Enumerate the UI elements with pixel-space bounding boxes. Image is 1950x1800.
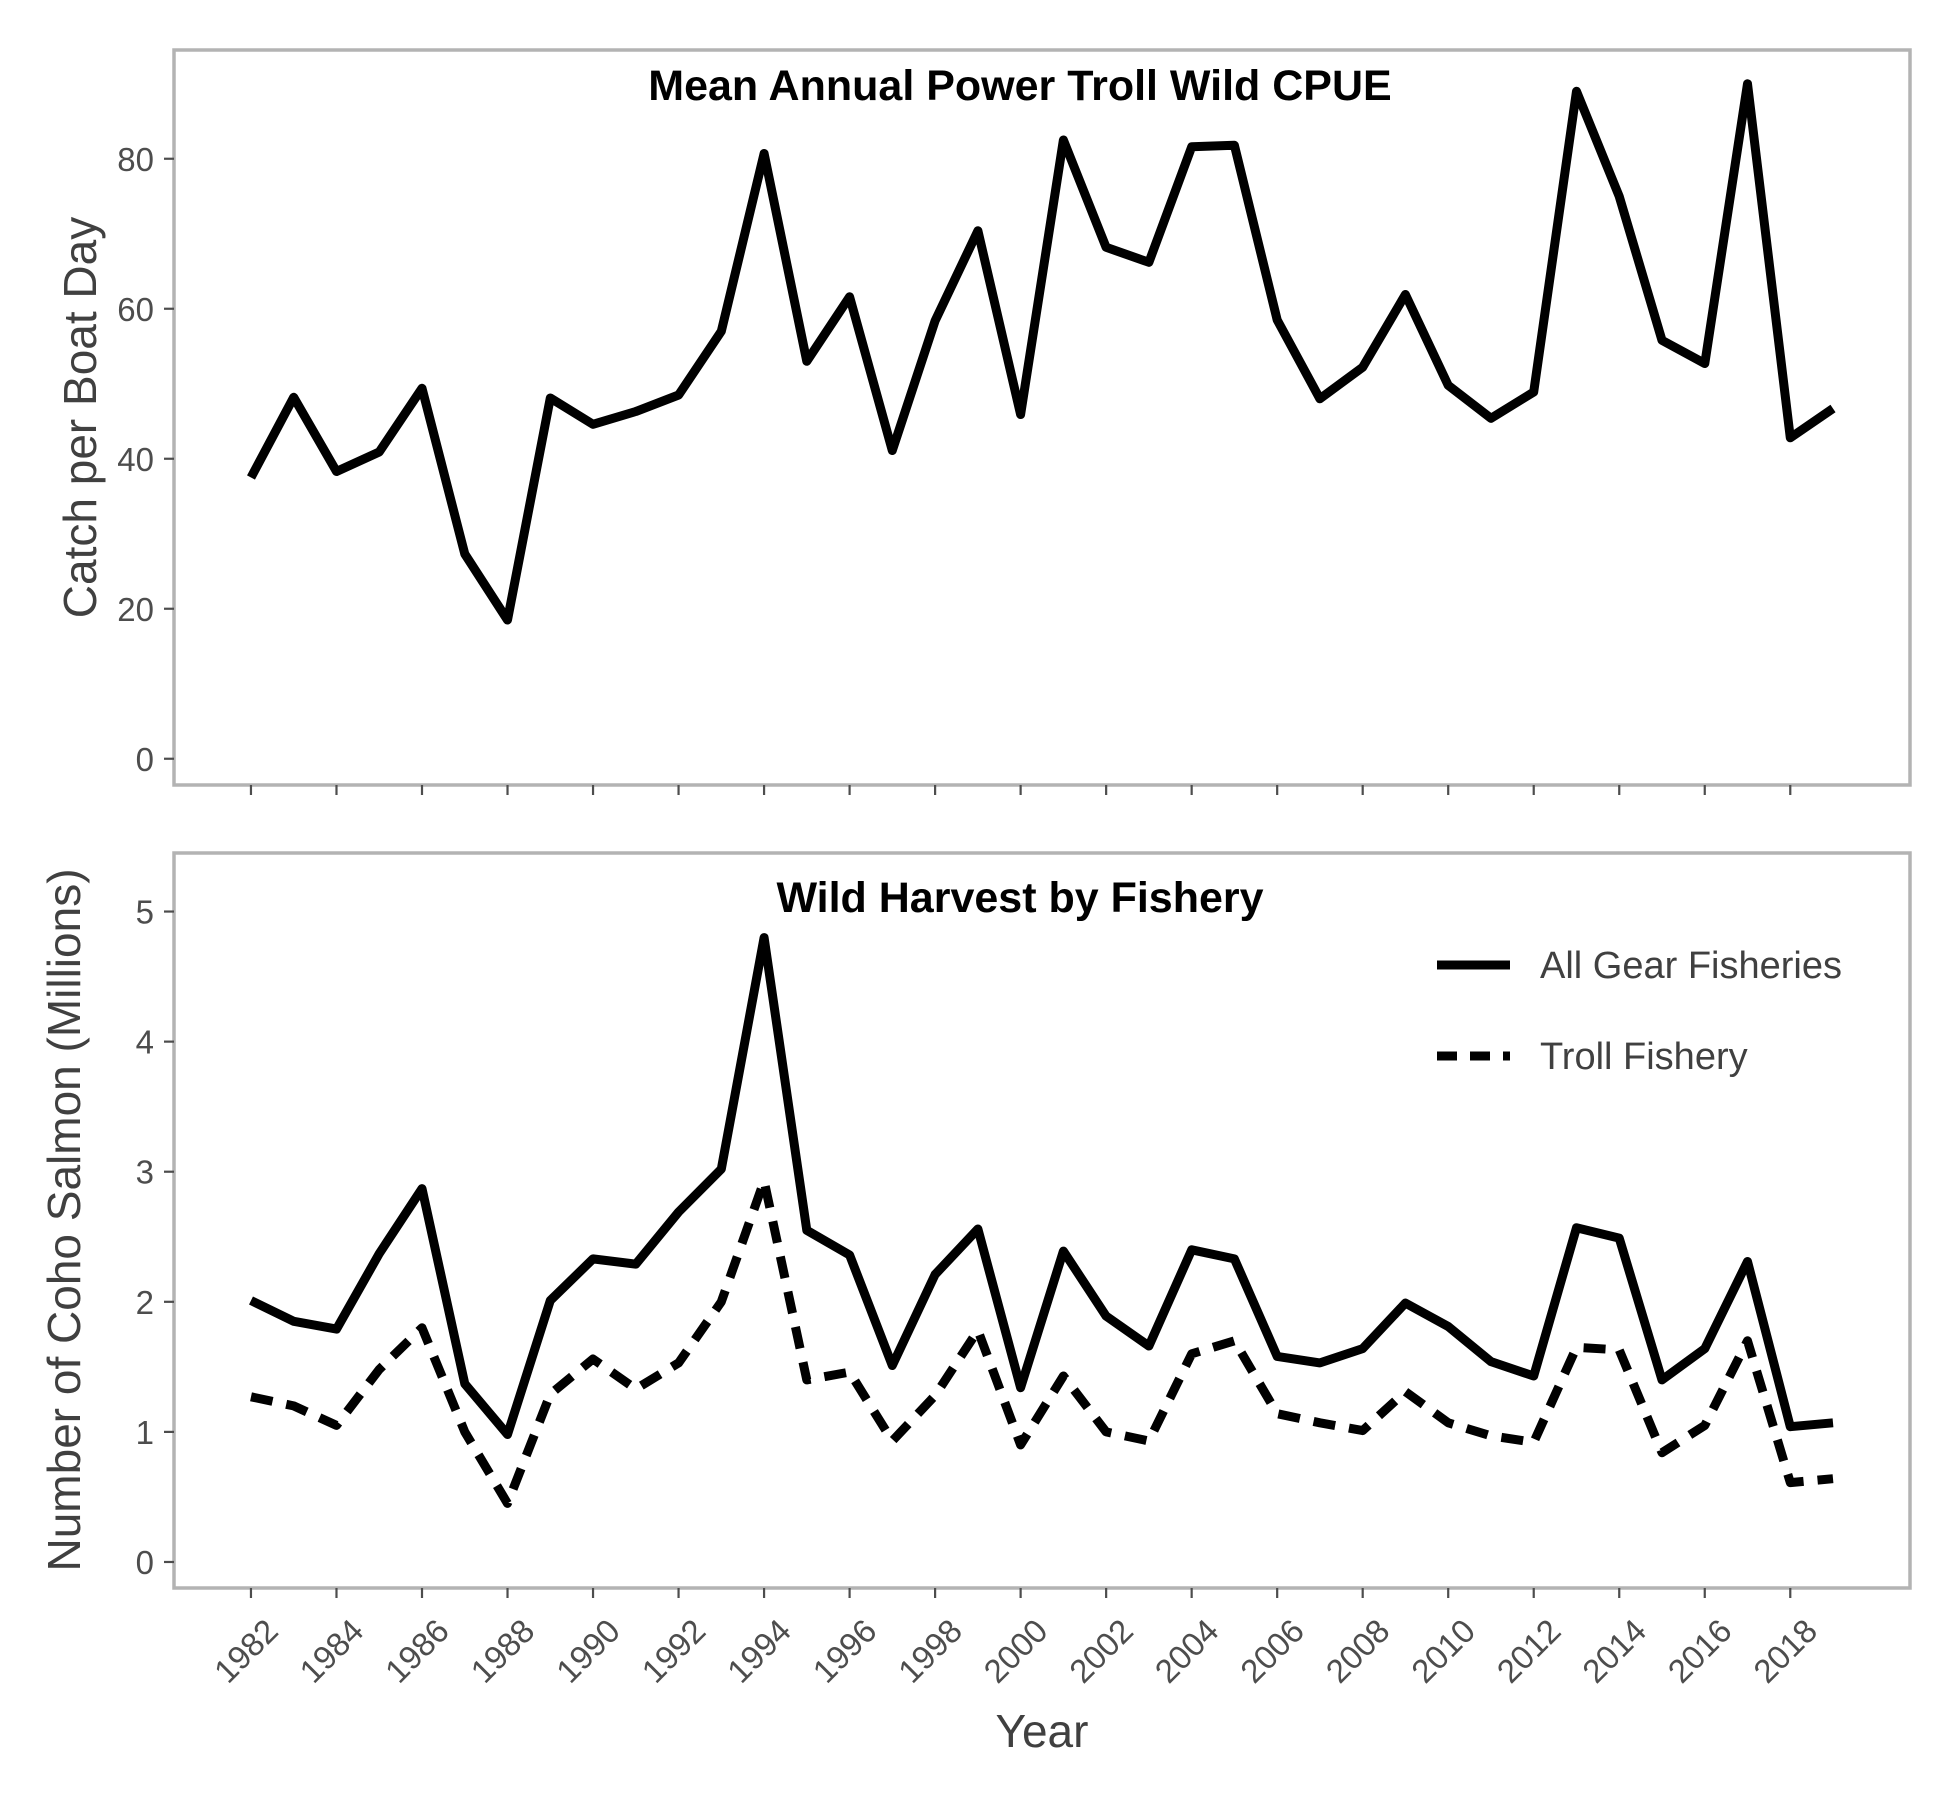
harvest-y-tick-label: 2: [136, 1284, 154, 1321]
harvest-y-tick-label: 5: [136, 894, 154, 931]
cpue-y-tick-label: 40: [117, 441, 154, 478]
legend: All Gear Fisheries Troll Fishery: [1437, 945, 1842, 1078]
x-tick-label: 2002: [1062, 1612, 1140, 1690]
harvest-x-axis: 1982 1984 1986 1988 1990 1992 1994 1996 1998 2000…: [207, 1588, 1824, 1690]
x-tick-label: 2008: [1319, 1612, 1397, 1690]
cpue-panel: Mean Annual Power Troll Wild CPUE 0 20 40 6…: [54, 48, 1912, 795]
x-tick-label: 2000: [976, 1612, 1054, 1690]
x-tick-label: 1984: [292, 1612, 370, 1690]
cpue-panel-title: Mean Annual Power Troll Wild CPUE: [648, 62, 1391, 110]
cpue-x-ticks: [249, 785, 1792, 795]
x-tick-label: 1986: [378, 1612, 456, 1690]
harvest-y-axis-title: Number of Coho Salmon (Millions): [38, 868, 90, 1571]
x-tick-label: 2014: [1575, 1612, 1653, 1690]
cpue-y-tick-label: 80: [117, 141, 154, 178]
harvest-panel-frame: [172, 851, 1912, 1590]
legend-label-troll: Troll Fishery: [1540, 1036, 1748, 1078]
x-axis-title: Year: [996, 1705, 1089, 1757]
cpue-y-axis-title: Catch per Boat Day: [54, 217, 106, 618]
harvest-y-tick-label: 0: [136, 1544, 154, 1581]
x-tick-label: 1998: [891, 1612, 969, 1690]
cpue-y-tick-label: 0: [136, 741, 154, 778]
cpue-series-line: [247, 79, 1836, 625]
x-tick-label: 2006: [1233, 1612, 1311, 1690]
x-tick-label: 1996: [805, 1612, 883, 1690]
legend-label-all-gear: All Gear Fisheries: [1540, 945, 1842, 987]
harvest-series-troll-fishery: [250, 1176, 1834, 1508]
x-tick-label: 1982: [207, 1612, 285, 1690]
x-tick-label: 2016: [1661, 1612, 1739, 1690]
harvest-panel-title: Wild Harvest by Fishery: [776, 874, 1263, 922]
x-tick-label: 1992: [634, 1612, 712, 1690]
harvest-lines: [249, 933, 1834, 1508]
x-tick-label: 2018: [1746, 1612, 1824, 1690]
x-tick-label: 2004: [1147, 1612, 1225, 1690]
cpue-panel-frame: [172, 48, 1912, 787]
cpue-y-tick-label: 20: [117, 591, 154, 628]
harvest-y-tick-label: 3: [136, 1154, 154, 1191]
x-tick-label: 2010: [1404, 1612, 1482, 1690]
harvest-y-tick-label: 4: [136, 1024, 154, 1061]
harvest-series-all-gear-fisheries: [249, 933, 1834, 1439]
x-tick-label: 1988: [463, 1612, 541, 1690]
x-tick-label: 1990: [549, 1612, 627, 1690]
cpue-lines: [247, 79, 1836, 625]
harvest-y-tick-label: 1: [136, 1414, 154, 1451]
cpue-y-axis: 0 20 40 60 80: [117, 141, 174, 778]
cpue-y-tick-label: 60: [117, 291, 154, 328]
x-tick-label: 2012: [1490, 1612, 1568, 1690]
harvest-y-axis: 0 1 2 3 4 5: [136, 894, 174, 1581]
x-tick-label: 1994: [720, 1612, 798, 1690]
